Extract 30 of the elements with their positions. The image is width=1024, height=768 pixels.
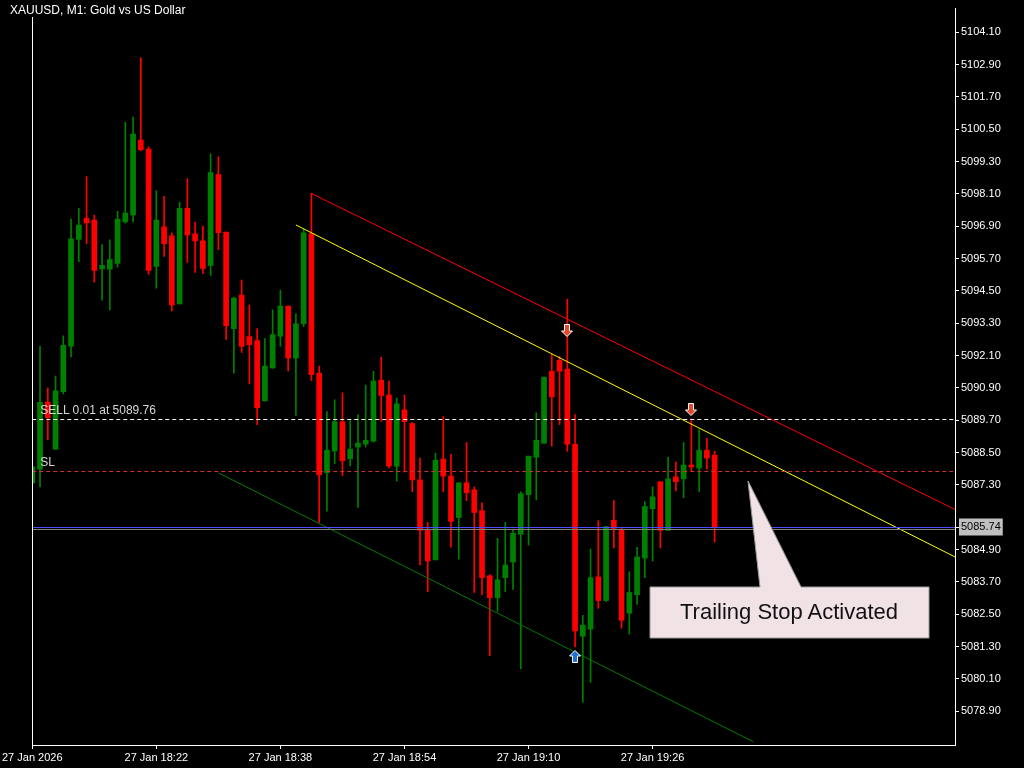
- y-tick-label: 5090.90: [961, 381, 1001, 394]
- y-tick-label: 5098.10: [961, 187, 1001, 200]
- y-tick-label: 5093.30: [961, 316, 1001, 329]
- y-tick-label: 5099.30: [961, 154, 1001, 167]
- y-tick-label: 5087.30: [961, 478, 1001, 491]
- y-tick-label: 5088.50: [961, 445, 1001, 458]
- x-tick-label: 27 Jan 18:38: [248, 750, 313, 763]
- y-tick-label: 5082.50: [961, 607, 1001, 620]
- y-tick-label: 5081.30: [961, 639, 1001, 652]
- y-tick-label: 5092.10: [961, 348, 1001, 361]
- y-tick-label: 5085.74: [961, 520, 1001, 533]
- y-tick-label: 5101.70: [961, 90, 1001, 103]
- y-tick-label: 5080.10: [961, 672, 1001, 685]
- chart-title: XAUUSD, M1: Gold vs US Dollar: [8, 3, 188, 17]
- y-tick-label: 5104.10: [961, 25, 1001, 38]
- x-tick-label: 27 Jan 2026: [2, 750, 63, 763]
- y-tick-label: 5096.90: [961, 219, 1001, 232]
- y-tick-label: 5089.70: [961, 413, 1001, 426]
- y-tick-label: 5078.90: [961, 704, 1001, 717]
- x-tick-label: 27 Jan 19:10: [496, 750, 561, 763]
- y-tick-label: 5100.50: [961, 122, 1001, 135]
- y-tick-label: 5095.70: [961, 251, 1001, 264]
- y-tick-label: 5084.90: [961, 542, 1001, 555]
- y-tick-label: 5083.70: [961, 575, 1001, 588]
- x-tick-label: 27 Jan 19:26: [620, 750, 685, 763]
- y-tick-label: 5102.90: [961, 57, 1001, 70]
- x-tick-label: 27 Jan 18:22: [124, 750, 189, 763]
- y-tick-label: 5094.50: [961, 284, 1001, 297]
- annotation: Trailing Stop Activated: [678, 598, 900, 626]
- x-tick-label: 27 Jan 18:54: [372, 750, 437, 763]
